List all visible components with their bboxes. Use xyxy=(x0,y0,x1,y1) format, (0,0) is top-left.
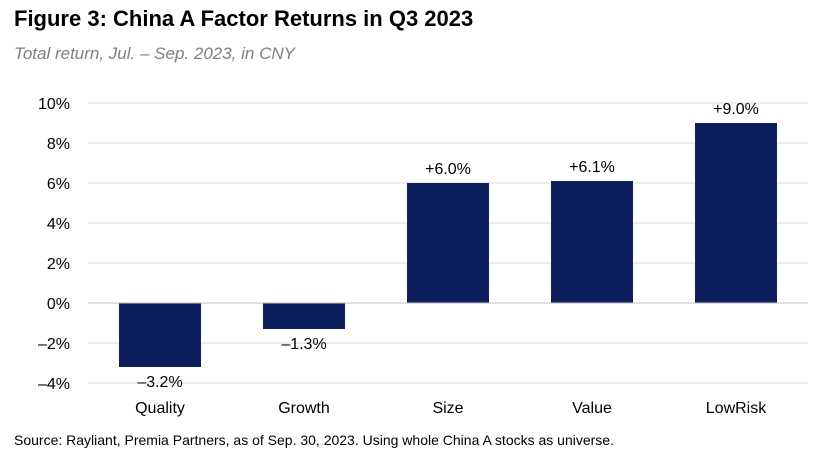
category-label: Quality xyxy=(135,400,185,417)
y-tick-label: –4% xyxy=(38,376,70,393)
bar-value xyxy=(551,181,633,303)
y-tick-label: 4% xyxy=(47,216,70,233)
bar-quality xyxy=(119,303,201,367)
bar-size xyxy=(407,183,489,303)
source-note: Source: Rayliant, Premia Partners, as of… xyxy=(14,432,614,448)
chart-title: Figure 3: China A Factor Returns in Q3 2… xyxy=(14,6,474,31)
category-label: LowRisk xyxy=(706,400,767,417)
data-label: –1.3% xyxy=(281,336,326,353)
y-tick-label: 0% xyxy=(47,296,70,313)
y-tick-label: 2% xyxy=(47,256,70,273)
category-label: Growth xyxy=(278,400,330,417)
bar-lowrisk xyxy=(695,123,777,303)
bar-growth xyxy=(263,303,345,329)
category-label: Size xyxy=(432,400,463,417)
chart-subtitle: Total return, Jul. – Sep. 2023, in CNY xyxy=(14,44,295,63)
data-labels: –3.2% –1.3% +6.0% +6.1% +9.0% xyxy=(137,101,759,391)
y-axis-ticks: –4% –2% 0% 2% 4% 6% 8% 10% xyxy=(38,96,70,393)
y-tick-label: 6% xyxy=(47,176,70,193)
data-label: –3.2% xyxy=(137,374,182,391)
data-label: +6.1% xyxy=(569,159,615,176)
y-tick-label: –2% xyxy=(38,336,70,353)
data-label: +9.0% xyxy=(713,101,759,118)
bars xyxy=(119,123,777,367)
y-tick-label: 10% xyxy=(38,96,70,113)
category-label: Value xyxy=(572,400,612,417)
x-axis-categories: Quality Growth Size Value LowRisk xyxy=(135,400,767,417)
data-label: +6.0% xyxy=(425,161,471,178)
grid-lines xyxy=(88,102,808,384)
y-tick-label: 8% xyxy=(47,136,70,153)
